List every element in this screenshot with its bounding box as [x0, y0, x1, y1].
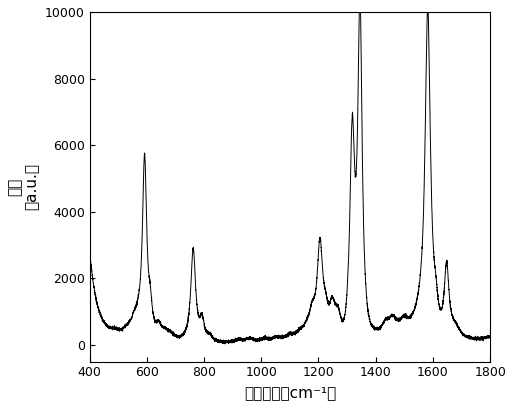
X-axis label: 拉曼位移（cm⁻¹）: 拉曼位移（cm⁻¹） — [244, 385, 336, 400]
Y-axis label: 强度
（a.u.）: 强度 （a.u.） — [7, 163, 40, 210]
